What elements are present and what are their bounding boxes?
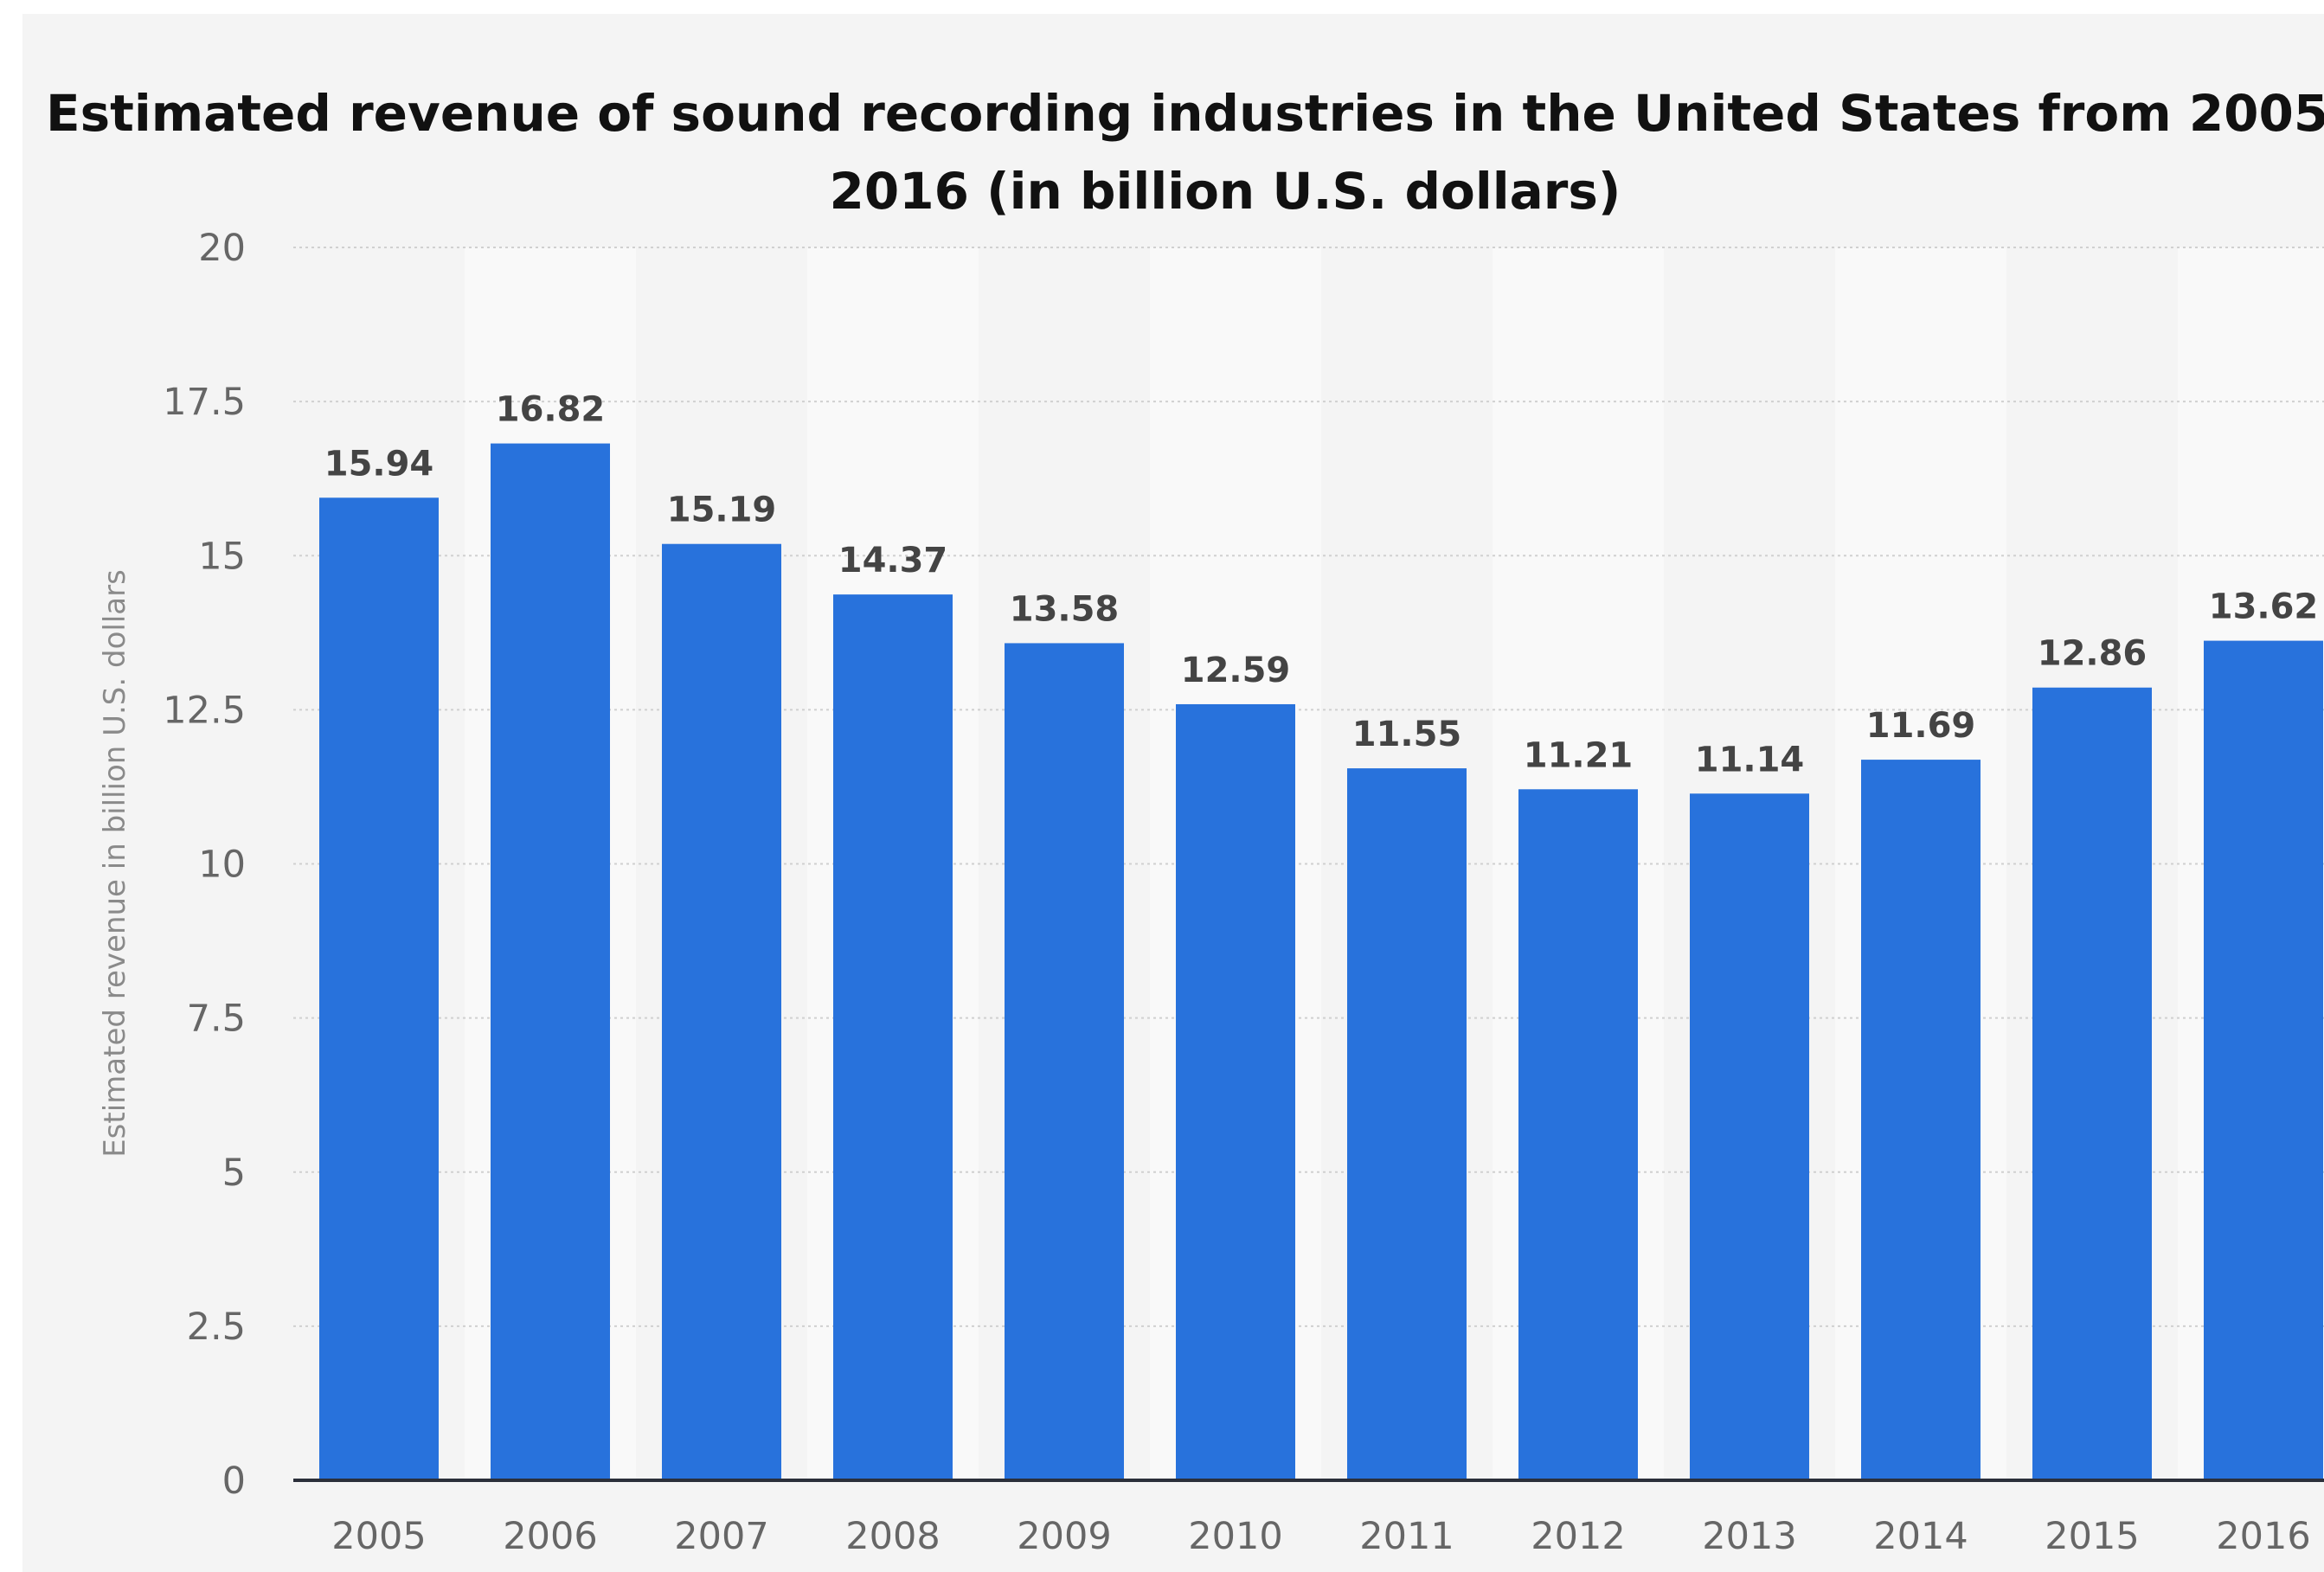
data-label-2016: 13.62 xyxy=(2209,587,2319,627)
data-label-2005: 15.94 xyxy=(324,444,434,484)
data-label-2012: 11.21 xyxy=(1524,735,1634,775)
bar-2014[interactable] xyxy=(1861,760,1981,1480)
bar-2008[interactable] xyxy=(833,594,953,1480)
bar-series xyxy=(319,443,2323,1481)
y-axis-title: Estimated revenue in billion U.S. dollar… xyxy=(98,569,132,1158)
bar-chart: 15.94 16.82 15.19 14.37 13.58 12.59 11.55 11.21… xyxy=(98,227,2324,1558)
y-tick-label: 10 xyxy=(198,844,246,887)
y-tick-label: 5 xyxy=(222,1152,246,1195)
y-tick-label: 15 xyxy=(198,535,246,578)
y-tick-label: 17.5 xyxy=(163,381,246,424)
y-tick-label: 0 xyxy=(222,1460,246,1503)
data-label-2011: 11.55 xyxy=(1352,715,1462,754)
x-tick-label: 2007 xyxy=(674,1515,768,1558)
bar-2012[interactable] xyxy=(1518,789,1638,1480)
value-labels: 15.94 16.82 15.19 14.37 13.58 12.59 11.55 11.21… xyxy=(324,390,2319,780)
x-tick-label: 2009 xyxy=(1017,1515,1111,1558)
chart-card: Estimated revenue of sound recording ind… xyxy=(22,14,2324,1572)
data-label-2007: 15.19 xyxy=(667,491,777,530)
data-label-2015: 12.86 xyxy=(2038,634,2147,674)
axes: 0 2.5 5 7.5 10 12.5 15 17.5 20 2005 2006 2007 2008 20… xyxy=(98,227,2324,1558)
bar-2005[interactable] xyxy=(319,497,439,1480)
bar-2010[interactable] xyxy=(1176,703,1295,1480)
y-tick-label: 12.5 xyxy=(163,689,246,732)
data-label-2006: 16.82 xyxy=(496,390,606,430)
y-tick-label: 7.5 xyxy=(187,998,246,1041)
x-tick-label: 2005 xyxy=(331,1515,426,1558)
bar-2015[interactable] xyxy=(2032,687,2152,1480)
bar-2007[interactable] xyxy=(662,543,781,1480)
x-tick-label: 2015 xyxy=(2045,1515,2139,1558)
data-label-2014: 11.69 xyxy=(1866,706,1976,746)
data-label-2009: 13.58 xyxy=(1010,589,1120,629)
x-tick-label: 2012 xyxy=(1531,1515,1625,1558)
x-tick-label: 2010 xyxy=(1188,1515,1282,1558)
bar-2009[interactable] xyxy=(1005,643,1124,1480)
y-tick-label: 2.5 xyxy=(187,1306,246,1349)
x-tick-label: 2011 xyxy=(1359,1515,1454,1558)
data-label-2013: 11.14 xyxy=(1695,740,1805,780)
chart-title: Estimated revenue of sound recording ind… xyxy=(45,84,2324,221)
x-tick-label: 2016 xyxy=(2216,1515,2310,1558)
bar-2013[interactable] xyxy=(1690,793,1809,1480)
bar-2011[interactable] xyxy=(1347,768,1467,1480)
x-tick-label: 2006 xyxy=(503,1515,597,1558)
x-tick-label: 2008 xyxy=(845,1515,940,1558)
x-tick-label: 2014 xyxy=(1873,1515,1968,1558)
bar-2016[interactable] xyxy=(2204,640,2323,1480)
data-label-2010: 12.59 xyxy=(1181,651,1291,690)
y-tick-label: 20 xyxy=(198,227,246,270)
data-label-2008: 14.37 xyxy=(838,541,948,581)
gridlines xyxy=(293,247,2324,1327)
x-tick-label: 2013 xyxy=(1702,1515,1796,1558)
bar-2006[interactable] xyxy=(491,443,610,1481)
